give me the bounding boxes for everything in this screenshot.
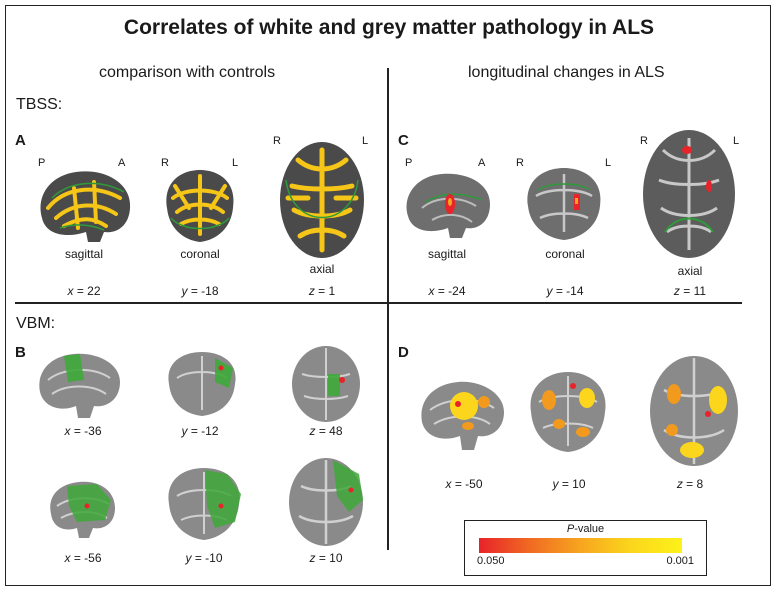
- panel-label-c: C: [398, 132, 409, 149]
- vbm-axial-brain-b1: [292, 346, 360, 422]
- vbm-section-label: VBM:: [16, 315, 56, 332]
- legend-max-label: 0.001: [666, 555, 694, 567]
- coord-c-2: y = -14: [546, 284, 584, 298]
- orient-sag-a-a: A: [118, 157, 126, 169]
- view-label-coronal-c: coronal: [545, 247, 585, 261]
- coord-c-3: z = 11: [673, 284, 707, 298]
- orient-cor-l-a: L: [232, 157, 239, 169]
- coord-d-3: z = 8: [676, 477, 704, 491]
- coord-b-6: z = 10: [309, 551, 343, 565]
- horizontal-divider: [15, 302, 742, 304]
- coord-a-1: x = 22: [67, 284, 101, 298]
- tbss-axial-brain-c: [643, 130, 735, 258]
- coord-b-5: y = -10: [185, 551, 223, 565]
- coord-b-1: x = -36: [64, 424, 102, 438]
- right-column-heading: longitudinal changes in ALS: [468, 64, 665, 81]
- coord-a-3: z = 1: [308, 284, 336, 298]
- panel-label-d: D: [398, 344, 409, 361]
- legend-title: P-value: [566, 523, 605, 535]
- vertical-divider: [387, 68, 389, 550]
- orient-ax-r-a: R: [273, 135, 281, 147]
- orient-sag-a-c: A: [478, 157, 486, 169]
- view-label-axial-c: axial: [677, 264, 703, 278]
- vbm-axial-brain-d: [650, 356, 738, 466]
- orient-cor-l-c: L: [605, 157, 612, 169]
- vbm-coronal-brain-b2: [168, 468, 241, 540]
- left-column-heading: comparison with controls: [99, 64, 276, 81]
- coord-d-2: y = 10: [552, 477, 586, 491]
- orient-ax-r-c: R: [640, 135, 648, 147]
- vbm-sagittal-brain-d: [421, 381, 504, 450]
- panel-label-b: B: [15, 344, 26, 361]
- legend-colorbar: [479, 538, 682, 553]
- orient-cor-r-c: R: [516, 157, 524, 169]
- tbss-sagittal-brain-a: [40, 171, 131, 242]
- orient-sag-p-c: P: [405, 157, 413, 169]
- orient-cor-r-a: R: [161, 157, 169, 169]
- tbss-sagittal-brain-c: [406, 173, 490, 238]
- coord-b-3: z = 48: [309, 424, 343, 438]
- vbm-coronal-brain-d: [530, 372, 606, 452]
- tbss-coronal-brain-c: [527, 168, 601, 240]
- vbm-coronal-brain-b1: [168, 352, 236, 416]
- coord-d-1: x = -50: [445, 477, 483, 491]
- panel-label-a: A: [15, 132, 26, 149]
- view-label-axial-a: axial: [309, 262, 335, 276]
- vbm-sagittal-brain-b1: [39, 353, 120, 418]
- coord-b-4: x = -56: [64, 551, 102, 565]
- tbss-axial-brain-a: [280, 142, 364, 258]
- coord-c-1: x = -24: [428, 284, 466, 298]
- view-label-sagittal-a: sagittal: [64, 247, 104, 261]
- p-value-legend: P-value 0.050 0.001: [464, 520, 707, 576]
- figure-title: Correlates of white and grey matter path…: [123, 16, 655, 39]
- vbm-sagittal-brain-b2: [50, 481, 115, 538]
- legend-min-label: 0.050: [477, 555, 505, 567]
- coord-a-2: y = -18: [181, 284, 219, 298]
- orient-sag-p-a: P: [38, 157, 46, 169]
- coord-b-2: y = -12: [181, 424, 219, 438]
- orient-ax-l-c: L: [733, 135, 740, 147]
- tbss-section-label: TBSS:: [16, 96, 63, 113]
- orient-ax-l-a: L: [362, 135, 369, 147]
- figure-frame: [5, 5, 771, 586]
- tbss-coronal-brain-a: [166, 170, 234, 242]
- view-label-coronal-a: coronal: [180, 247, 220, 261]
- view-label-sagittal-c: sagittal: [427, 247, 467, 261]
- vbm-axial-brain-b2: [289, 458, 363, 546]
